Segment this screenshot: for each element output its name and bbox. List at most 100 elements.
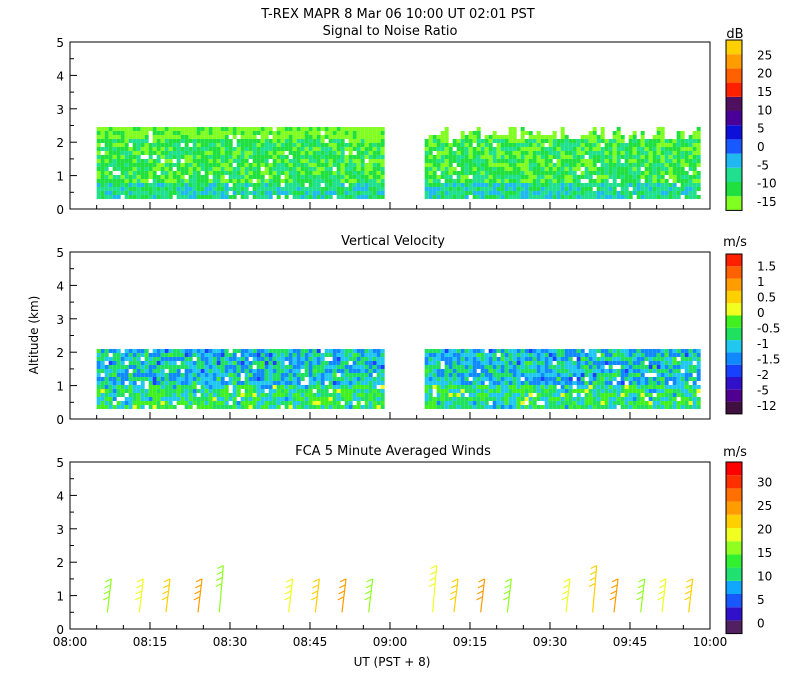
heatmap-cell — [652, 404, 657, 409]
heatmap-cell — [504, 178, 509, 183]
heatmap-cell — [360, 404, 365, 409]
heatmap-cell — [536, 404, 541, 409]
heatmap-cell — [252, 126, 257, 131]
wind-barb-flag — [561, 596, 569, 601]
heatmap-cell — [328, 182, 333, 187]
heatmap-cell — [564, 372, 569, 377]
heatmap-cell — [452, 154, 457, 159]
heatmap-cell — [128, 170, 133, 175]
heatmap-cell — [324, 142, 329, 147]
heatmap-cell — [336, 384, 341, 389]
heatmap-cell — [220, 146, 225, 151]
y-tick-label: 1 — [56, 170, 64, 184]
heatmap-cell — [312, 134, 317, 139]
heatmap-cell — [536, 146, 541, 151]
heatmap-cell — [440, 368, 445, 373]
heatmap-cell — [296, 392, 301, 397]
heatmap-cell — [516, 372, 521, 377]
heatmap-cell — [496, 396, 501, 401]
heatmap-cell — [452, 368, 457, 373]
heatmap-cell — [660, 158, 665, 163]
heatmap-cell — [576, 396, 581, 401]
heatmap-cell — [520, 384, 525, 389]
heatmap-cell — [444, 376, 449, 381]
heatmap-cell — [136, 356, 141, 361]
heatmap-cell — [116, 364, 121, 369]
heatmap-cell — [212, 170, 217, 175]
heatmap-cell — [164, 404, 169, 409]
heatmap-cell — [344, 190, 349, 195]
heatmap-cell — [464, 376, 469, 381]
heatmap-cell — [556, 352, 561, 357]
heatmap-cell — [280, 356, 285, 361]
heatmap-cell — [296, 360, 301, 365]
heatmap-cell — [196, 396, 201, 401]
heatmap-cell — [308, 178, 313, 183]
heatmap-cell — [336, 388, 341, 393]
heatmap-cell — [356, 364, 361, 369]
heatmap-cell — [480, 380, 485, 385]
heatmap-cell — [244, 174, 249, 179]
wind-barb-shaft — [432, 565, 438, 613]
heatmap-cell — [488, 372, 493, 377]
heatmap-cell — [352, 396, 357, 401]
heatmap-cell — [288, 404, 293, 409]
heatmap-cell — [304, 352, 309, 357]
wind-barb-flag — [478, 578, 485, 583]
heatmap-cell — [216, 388, 221, 393]
heatmap-cell — [624, 154, 629, 159]
heatmap-cell — [532, 360, 537, 365]
heatmap-cell — [476, 166, 481, 171]
heatmap-cell — [264, 146, 269, 151]
heatmap-cell — [692, 356, 697, 361]
heatmap-cell — [96, 142, 101, 147]
heatmap-cell — [504, 368, 509, 373]
heatmap-cell — [644, 364, 649, 369]
heatmap-cell — [348, 170, 353, 175]
heatmap-cell — [164, 126, 169, 131]
colorbar-label: 15 — [757, 546, 772, 560]
heatmap-cell — [212, 404, 217, 409]
heatmap-cell — [300, 150, 305, 155]
heatmap-cell — [292, 126, 297, 131]
heatmap-cell — [372, 392, 377, 397]
heatmap-cell — [372, 150, 377, 155]
heatmap-cell — [424, 170, 429, 175]
heatmap-cell — [436, 392, 441, 397]
heatmap-cell — [544, 150, 549, 155]
heatmap-cell — [304, 170, 309, 175]
heatmap-cell — [280, 360, 285, 365]
heatmap-cell — [460, 400, 465, 405]
heatmap-cell — [328, 360, 333, 365]
heatmap-cell — [132, 388, 137, 393]
heatmap-cell — [688, 352, 693, 357]
heatmap-cell — [208, 400, 213, 405]
heatmap-cell — [488, 178, 493, 183]
heatmap-cell — [140, 170, 145, 175]
heatmap-cell — [588, 174, 593, 179]
heatmap-cell — [276, 154, 281, 159]
heatmap-cell — [484, 368, 489, 373]
heatmap-cell — [628, 372, 633, 377]
heatmap-cell — [572, 178, 577, 183]
heatmap-cell — [576, 356, 581, 361]
heatmap-cell — [540, 190, 545, 195]
heatmap-cell — [324, 368, 329, 373]
heatmap-cell — [612, 372, 617, 377]
heatmap-cell — [176, 178, 181, 183]
wind-barb-flag — [364, 596, 371, 601]
heatmap-cell — [432, 154, 437, 159]
heatmap-cell — [540, 162, 545, 167]
heatmap-cell — [364, 190, 369, 195]
heatmap-cell — [436, 166, 441, 171]
heatmap-cell — [244, 126, 249, 131]
heatmap-cell — [460, 384, 465, 389]
heatmap-cell — [104, 380, 109, 385]
heatmap-cell — [352, 348, 357, 353]
heatmap-cell — [580, 190, 585, 195]
heatmap-cell — [528, 190, 533, 195]
x-tick-label: 10:00 — [693, 635, 728, 649]
heatmap-cell — [164, 190, 169, 195]
heatmap-cell — [680, 186, 685, 191]
heatmap-cell — [472, 138, 477, 143]
